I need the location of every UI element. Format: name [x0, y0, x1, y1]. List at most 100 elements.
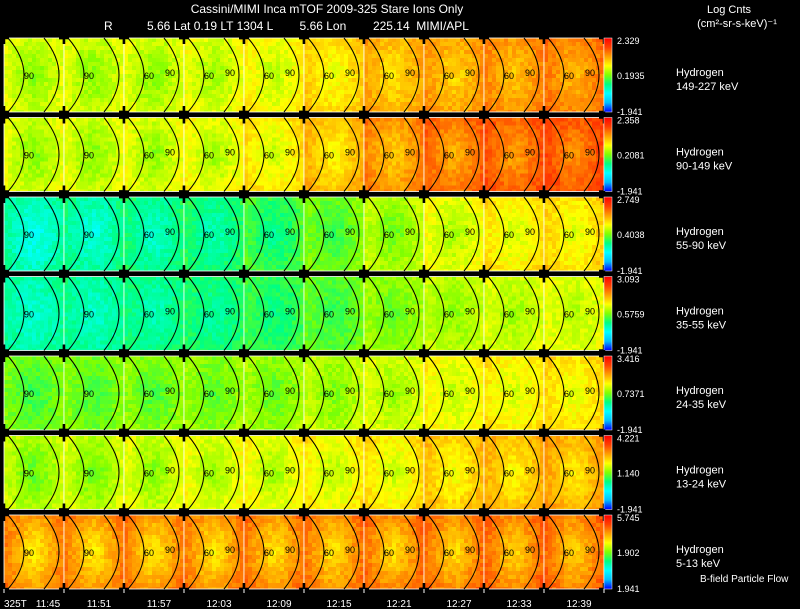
sky-map-panel: 60 90 [179, 32, 249, 118]
colorbar-max-label: 3.416 [617, 354, 640, 364]
row-0: 90 90 60 90 60 90 60 90 60 90 60 90 60 90 60 90 60 90 2.32… [0, 32, 739, 118]
time-tick-label: 12:03 [206, 599, 231, 609]
time-tick-label: 11:57 [147, 599, 172, 609]
panel-angle-label: 90 [405, 68, 415, 78]
sky-map-panel: 90 [0, 429, 69, 516]
sky-map-panel: 60 90 [359, 191, 429, 277]
sky-map-panel: 60 90 [419, 32, 489, 118]
sky-map-panel: 90 [0, 509, 69, 595]
panel-angle-label: 60 [564, 230, 574, 240]
panel-angle-label: 90 [24, 548, 34, 558]
panel-angle-label: 90 [525, 68, 535, 78]
panel-angle-label: 60 [384, 469, 394, 479]
panel-angle-label: 90 [84, 548, 94, 558]
panel-angle-label: 60 [204, 310, 214, 320]
panel-angle-label: 60 [144, 151, 154, 161]
panel-angle-label: 90 [585, 545, 595, 555]
sky-map-panel: 90 [59, 191, 129, 277]
colorbar-mid-label: 0.7371 [617, 389, 645, 399]
panel-angle-label: 60 [444, 151, 454, 161]
panel-angle-label: 90 [165, 386, 175, 396]
colorbar [603, 196, 613, 272]
panel-angle-label: 60 [324, 310, 334, 320]
sky-map-panel: 60 90 [299, 191, 369, 277]
panel-angle-label: 60 [384, 548, 394, 558]
energy-range-label: 5-13 keV [676, 558, 721, 570]
panel-angle-label: 60 [204, 71, 214, 81]
sky-map-panel: 60 90 [479, 111, 549, 198]
panel-angle-label: 90 [345, 386, 355, 396]
panel-angle-label: 60 [324, 230, 334, 240]
sky-map-panel: 60 90 [359, 32, 429, 118]
sky-map-panel: 60 90 [119, 32, 189, 118]
colorbar [603, 276, 613, 351]
sky-map-panel: 60 90 [479, 509, 549, 595]
panel-angle-label: 90 [585, 68, 595, 78]
panel-angle-label: 90 [345, 466, 355, 476]
colorbar-min-label: 1.941 [617, 584, 640, 594]
panel-angle-label: 60 [144, 230, 154, 240]
sky-map-panel: 60 90 [299, 350, 369, 436]
colorbar [603, 37, 613, 113]
sky-map-panel: 60 90 [419, 509, 489, 595]
sky-map-panel: 60 90 [479, 429, 549, 516]
panel-angle-label: 90 [285, 68, 295, 78]
panel-angle-label: 60 [564, 389, 574, 399]
sky-map-panel: 60 90 [479, 350, 549, 436]
sky-map-panel: 90 [59, 270, 129, 357]
panel-angle-label: 60 [204, 151, 214, 161]
panel-angle-label: 90 [465, 227, 475, 237]
panel-angle-label: 60 [264, 151, 274, 161]
panel-angle-label: 60 [324, 469, 334, 479]
colorbar-units-line1: Log Cnts [707, 4, 752, 16]
panel-angle-label: 60 [504, 230, 514, 240]
panel-angle-label: 90 [285, 307, 295, 317]
time-tick-label: 12:15 [326, 599, 351, 609]
panel-angle-label: 90 [84, 310, 94, 320]
panel-angle-label: 90 [465, 148, 475, 158]
panel-angle-label: 90 [585, 148, 595, 158]
colorbar-max-label: 2.358 [617, 116, 640, 126]
panel-angle-label: 90 [585, 227, 595, 237]
sky-map-panel: 60 90 [299, 429, 369, 516]
sky-map-panel: 60 90 [239, 509, 309, 595]
panel-angle-label: 90 [24, 310, 34, 320]
time-axis-prefix: 325T [4, 599, 27, 609]
panel-angle-label: 60 [144, 71, 154, 81]
sky-map-panel: 60 90 [539, 270, 609, 357]
panel-angle-label: 60 [144, 389, 154, 399]
sky-map-panel: 90 [59, 350, 129, 436]
sky-map-panel: 60 90 [359, 429, 429, 516]
colorbar-min-label: -1.941 [617, 346, 643, 356]
sky-map-panel: 60 90 [119, 509, 189, 595]
sky-map-panel: 60 90 [539, 429, 609, 516]
panel-angle-label: 90 [165, 307, 175, 317]
time-tick-label: 12:33 [506, 599, 531, 609]
panel-angle-label: 60 [384, 310, 394, 320]
r-label: R [104, 19, 113, 33]
colorbar-min-label: -1.941 [617, 107, 643, 117]
panel-angle-label: 60 [264, 310, 274, 320]
panel-angle-label: 60 [444, 310, 454, 320]
row-1: 90 90 60 90 60 90 60 90 60 90 60 90 60 90 60 90 60 90 2.35… [0, 111, 733, 198]
panel-angle-label: 90 [525, 307, 535, 317]
sky-map-panel: 60 90 [419, 191, 489, 277]
panel-angle-label: 90 [405, 545, 415, 555]
panel-angle-label: 60 [504, 548, 514, 558]
panel-angle-label: 90 [345, 227, 355, 237]
panel-angle-label: 60 [264, 389, 274, 399]
time-tick-label: 12:27 [446, 599, 471, 609]
sky-map-panel: 60 90 [479, 191, 549, 277]
colorbar-max-label: 3.093 [617, 275, 640, 285]
time-tick-label: 11:51 [87, 599, 112, 609]
panel-angle-label: 90 [405, 227, 415, 237]
colorbar [603, 355, 613, 431]
panel-angle-label: 90 [165, 545, 175, 555]
colorbar-mid-label: 0.1935 [617, 71, 645, 81]
ephemeris-line: 5.66 Lat 0.19 LT 1304 L 5.66 Lon 225.14 … [147, 19, 469, 33]
panel-angle-label: 60 [264, 469, 274, 479]
panel-angle-label: 90 [84, 230, 94, 240]
sky-map-panel: 60 90 [299, 270, 369, 357]
sky-map-panel: 90 [59, 32, 129, 118]
